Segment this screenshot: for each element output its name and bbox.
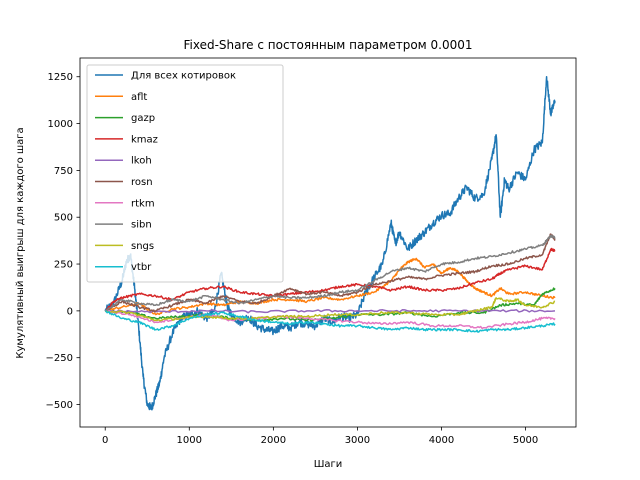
legend-label: rtkm [131, 198, 155, 209]
axes-frame [79, 57, 577, 428]
x-tick-label: 2000 [261, 435, 286, 446]
chart-title: Fixed-Share с постоянным параметром 0.00… [183, 38, 472, 52]
series-line-lkoh [105, 309, 556, 314]
y-tick-label: 0 [67, 306, 73, 317]
legend-label: Для всех котировок [131, 71, 236, 82]
x-tick-label: 5000 [513, 435, 538, 446]
x-axis-title: Шаги [314, 459, 343, 470]
y-axis: −500 −250 0 250 500 750 1000 1250 [46, 72, 80, 411]
legend-label: aflt [131, 92, 147, 103]
x-tick-label: 4000 [429, 435, 454, 446]
y-tick-label: 1250 [48, 72, 73, 83]
y-tick-label: −500 [46, 400, 73, 411]
legend-label: lkoh [131, 156, 152, 167]
series-group [104, 75, 556, 411]
y-tick-label: 250 [54, 260, 73, 271]
legend-label: vtbr [131, 262, 152, 273]
series-line-sngs [104, 297, 556, 322]
y-tick-label: 750 [54, 166, 73, 177]
x-tick-label: 1000 [177, 435, 202, 446]
legend-box [86, 64, 284, 283]
x-axis: 0 1000 2000 3000 4000 5000 [102, 427, 538, 446]
legend-label: sngs [131, 241, 154, 252]
legend: Для всех котировок aflt gazp kmaz lkoh rosn rt… [86, 64, 284, 283]
series-line-vtbr [104, 310, 556, 333]
legend-label: sibn [131, 220, 152, 231]
legend-label: kmaz [131, 134, 158, 145]
y-axis-title: Кумулятивный выигрыш для каждого шага [15, 127, 26, 358]
y-tick-label: −250 [46, 353, 73, 364]
legend-label: gazp [131, 113, 155, 124]
legend-label: rosn [131, 177, 153, 188]
series-line-sibn [104, 234, 556, 312]
y-tick-label: 1000 [48, 119, 73, 130]
x-tick-label: 3000 [345, 435, 370, 446]
y-tick-label: 500 [54, 213, 73, 224]
x-tick-label: 0 [102, 435, 108, 446]
